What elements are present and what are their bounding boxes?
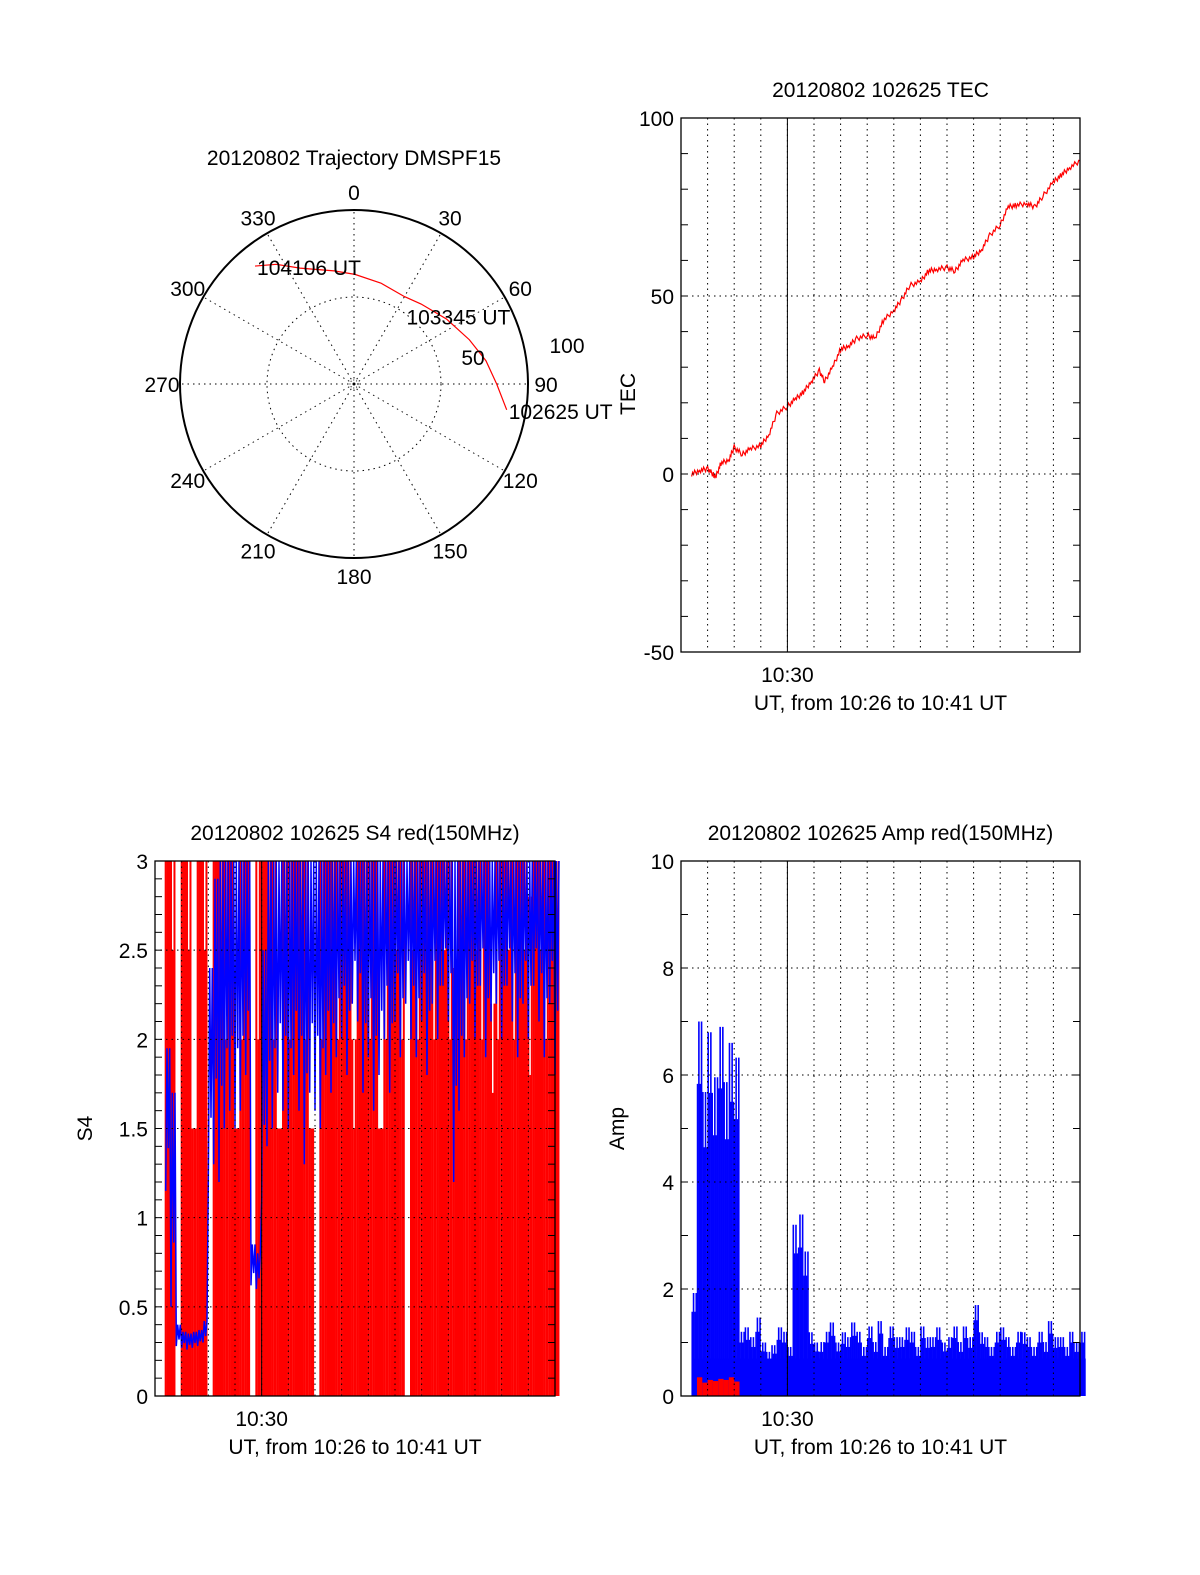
polar-center	[349, 379, 359, 389]
polar-spoke	[353, 383, 505, 472]
polar-radial-label: 100	[549, 335, 584, 358]
polar-plot	[179, 209, 529, 559]
polar-angle-label: 150	[432, 540, 467, 563]
amp-red-bar	[723, 1379, 729, 1396]
panel-title: 20120802 102625 TEC	[772, 79, 989, 102]
panel-1	[680, 117, 1081, 653]
panel-3	[680, 860, 1086, 1397]
trajectory-line	[254, 263, 508, 411]
y-tick-label: 10	[651, 851, 674, 874]
amp-red-bar	[718, 1378, 724, 1396]
polar-angle-label: 270	[144, 374, 179, 397]
panel-title: 20120802 102625 Amp red(150MHz)	[708, 822, 1054, 845]
y-tick-label: 0	[662, 1386, 674, 1409]
tec-line	[691, 159, 1081, 480]
x-axis-label: UT, from 10:26 to 10:41 UT	[228, 1436, 481, 1459]
trajectory-time-label: 104106 UT	[257, 257, 361, 280]
data-layer	[691, 1021, 1086, 1396]
polar-angle-label: 90	[534, 374, 557, 397]
polar-radial-axis-label: TEC	[617, 373, 640, 415]
y-tick-label: 1	[136, 1208, 148, 1231]
y-tick-label: 1.5	[119, 1119, 148, 1142]
amp-red-bar	[702, 1382, 708, 1396]
polar-spoke	[353, 233, 442, 385]
plot-frame	[680, 860, 1081, 1397]
amp-red-bar	[712, 1381, 719, 1396]
polar-outer-circle	[179, 209, 529, 559]
y-tick-label: 50	[651, 286, 674, 309]
y-axis-label: S4	[74, 1115, 97, 1141]
polar-grid-circle-50	[266, 296, 442, 472]
y-tick-label: 2.5	[119, 940, 148, 963]
y-tick-label: 8	[662, 958, 674, 981]
x-tick-label: 10:30	[761, 1408, 814, 1431]
polar-spoke	[266, 233, 355, 385]
s4-blue-line	[164, 860, 560, 1350]
data-layer	[691, 159, 1081, 480]
x-tick-label: 10:30	[235, 1408, 288, 1431]
polar-angle-label: 210	[240, 540, 275, 563]
polar-angle-label: 240	[170, 470, 205, 493]
polar-spoke	[203, 383, 355, 472]
polar-title: 20120802 Trajectory DMSPF15	[207, 147, 501, 170]
y-tick-label: 2	[662, 1279, 674, 1302]
polar-angle-label: 30	[438, 208, 461, 231]
amp-red-bar	[728, 1377, 735, 1396]
y-tick-label: 4	[662, 1172, 674, 1195]
y-tick-label: 0.5	[119, 1297, 148, 1320]
y-tick-label: 0	[662, 464, 674, 487]
polar-angle-label: 60	[509, 278, 532, 301]
trajectory-time-label: 102625 UT	[509, 401, 613, 424]
x-axis-label: UT, from 10:26 to 10:41 UT	[754, 1436, 1007, 1459]
polar-angle-label: 330	[240, 208, 275, 231]
trajectory-time-label: 103345 UT	[406, 307, 510, 330]
plot-frame	[680, 117, 1081, 653]
data-layer	[164, 860, 560, 1396]
y-tick-label: -50	[644, 642, 674, 665]
polar-angle-label: 120	[503, 470, 538, 493]
amp-red-bar	[734, 1381, 740, 1396]
polar-spoke	[353, 383, 442, 535]
polar-radial-label: 50	[461, 347, 484, 370]
amp-red-bar	[696, 1377, 703, 1396]
panel-2	[154, 860, 560, 1397]
y-tick-label: 6	[662, 1065, 674, 1088]
polar-angle-label: 0	[348, 182, 360, 205]
y-tick-label: 100	[639, 108, 674, 131]
y-tick-label: 0	[136, 1386, 148, 1409]
x-axis-label: UT, from 10:26 to 10:41 UT	[754, 692, 1007, 715]
y-tick-label: 3	[136, 851, 148, 874]
amp-red-bar	[707, 1379, 713, 1396]
panel-title: 20120802 102625 S4 red(150MHz)	[190, 822, 519, 845]
plot-frame	[154, 860, 556, 1397]
polar-spoke	[353, 296, 505, 385]
polar-angle-label: 180	[336, 566, 371, 589]
y-axis-label: Amp	[606, 1107, 629, 1150]
polar-spoke	[266, 383, 355, 535]
polar-spoke	[203, 296, 355, 385]
x-tick-label: 10:30	[761, 664, 814, 687]
y-tick-label: 2	[136, 1029, 148, 1052]
polar-angle-label: 300	[170, 278, 205, 301]
